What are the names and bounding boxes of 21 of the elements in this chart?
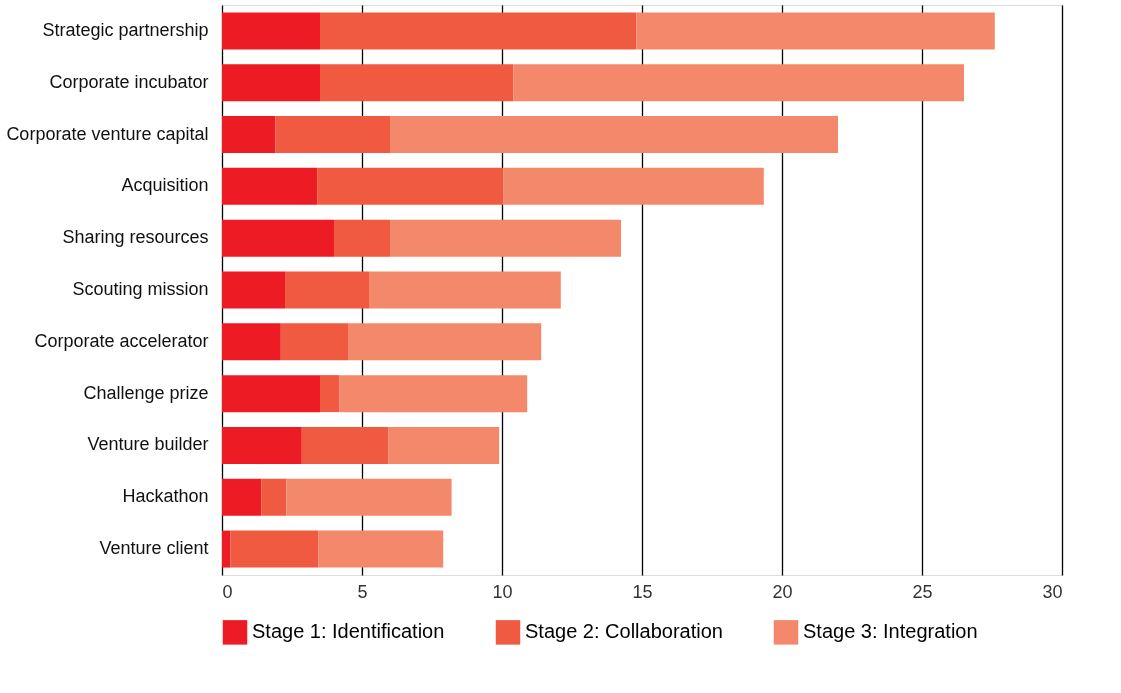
- x-tick-label: 20: [772, 581, 793, 602]
- y-tick-label: Acquisition: [121, 175, 209, 196]
- legend-label: Stage 3: Integration: [803, 620, 978, 643]
- y-tick-label: Sharing resources: [62, 227, 209, 248]
- x-tick-label: 0: [222, 581, 233, 602]
- x-tick-label: 5: [357, 581, 368, 602]
- x-tick-label: 15: [632, 581, 653, 602]
- y-tick-label: Corporate venture capital: [6, 123, 209, 144]
- y-tick-label: Strategic partnership: [42, 19, 209, 40]
- x-tick-label: 30: [1042, 581, 1063, 602]
- y-tick-label: Scouting mission: [72, 279, 209, 299]
- legend-label: Stage 2: Collaboration: [525, 620, 723, 643]
- y-tick-label: Venture client: [99, 538, 209, 559]
- x-tick-label: 10: [492, 581, 513, 602]
- y-tick-label: Hackathon: [122, 486, 209, 507]
- x-tick-label: 25: [912, 581, 933, 602]
- y-tick-label: Challenge prize: [83, 382, 209, 403]
- legend-label: Stage 1: Identification: [252, 620, 445, 643]
- y-tick-label: Corporate incubator: [49, 71, 209, 92]
- y-tick-label: Venture builder: [87, 434, 209, 455]
- y-tick-label: Corporate accelerator: [34, 330, 209, 351]
